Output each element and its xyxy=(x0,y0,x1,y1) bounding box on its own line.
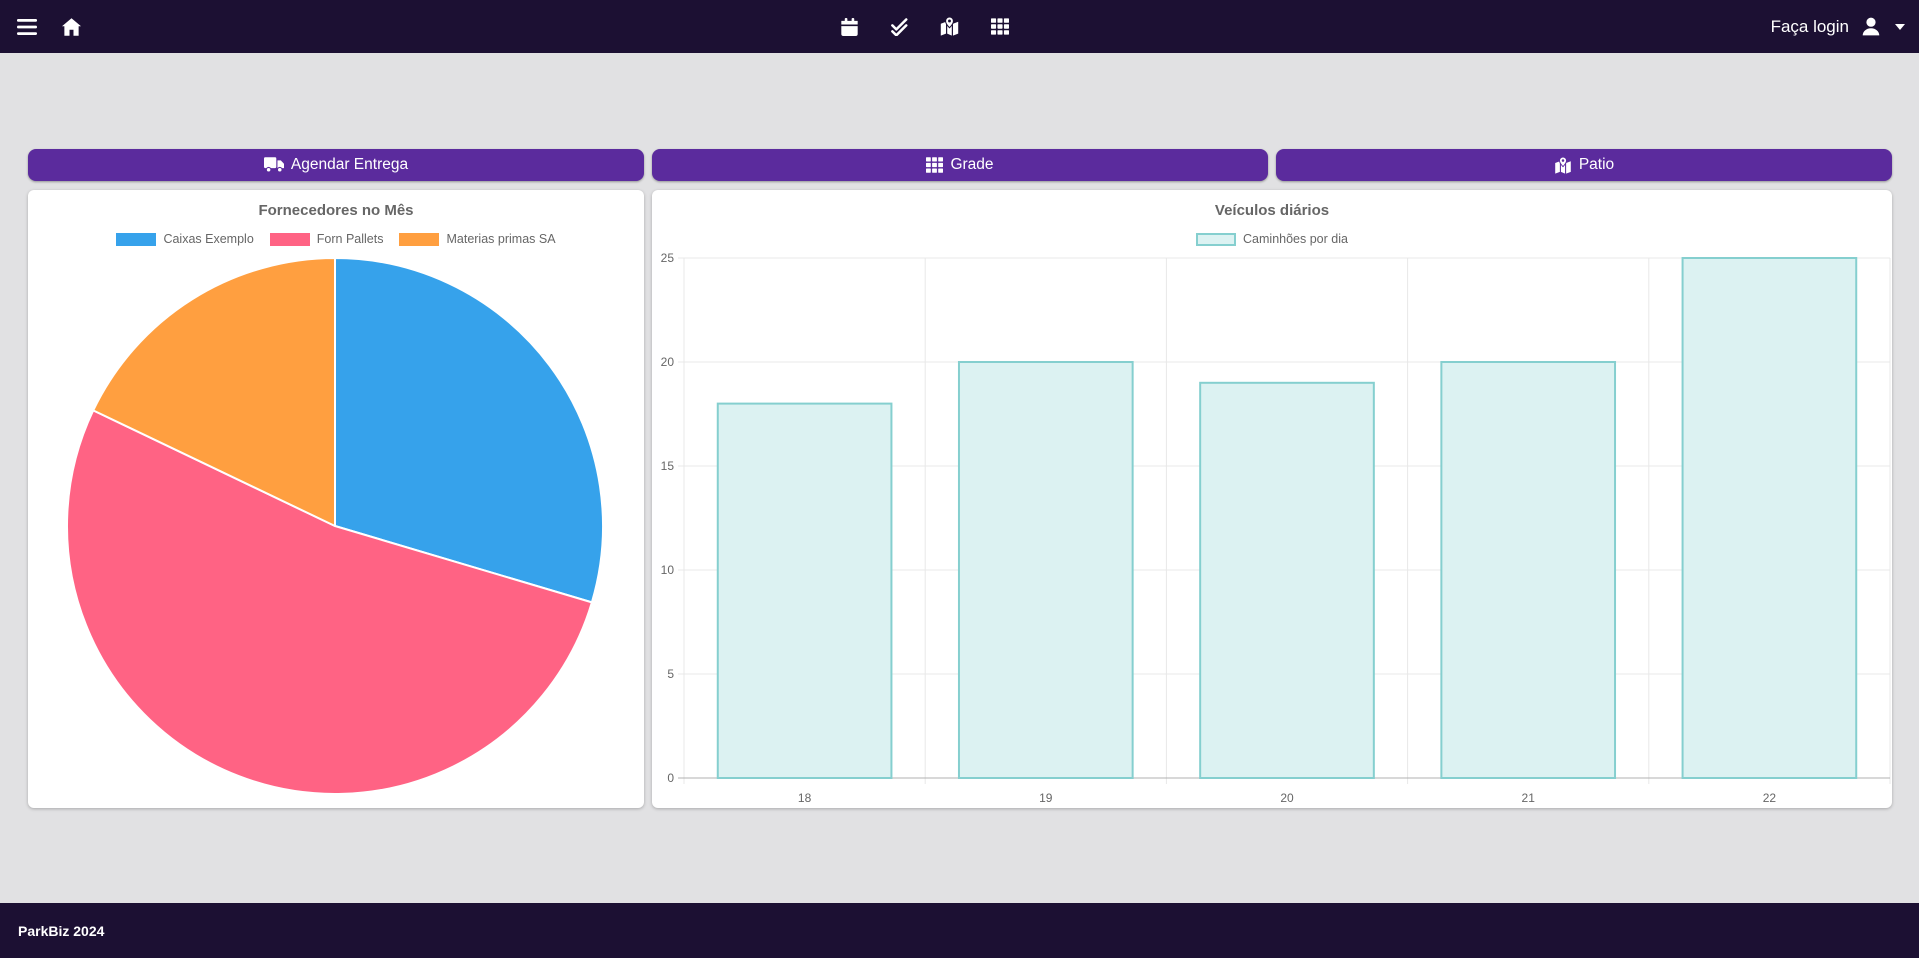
bar-20 xyxy=(1199,381,1375,780)
map-location-icon xyxy=(1554,156,1572,174)
y-tick-label: 15 xyxy=(661,459,675,473)
legend-swatch xyxy=(116,232,157,246)
agendar-entrega-label: Agendar Entrega xyxy=(290,156,409,173)
agendar-entrega-button[interactable]: Agendar Entrega xyxy=(28,149,644,181)
grade-label: Grade xyxy=(950,156,994,173)
bar-chart: 0 5 10 15 20 25 18 19 20 21 22 xyxy=(661,251,1891,805)
bar-21 xyxy=(1440,361,1617,779)
pie-chart-legend: Caixas Exemplo Forn Pallets Materias prima… xyxy=(28,232,644,246)
navbar-center xyxy=(831,7,1019,47)
pie-chart-title: Fornecedores no Mês xyxy=(258,202,414,219)
x-tick-label: 20 xyxy=(1280,791,1294,805)
charts-row: Fornecedores no Mês Caixas Exemplo Forn P… xyxy=(28,190,1892,808)
footer-brand: ParkBiz 2024 xyxy=(18,922,105,939)
user-icon xyxy=(1859,15,1883,39)
y-tick-label: 0 xyxy=(667,771,674,785)
action-button-row: Agendar Entrega Grade xyxy=(28,149,1892,181)
login-label: Faça login xyxy=(1770,16,1849,36)
bar-22 xyxy=(1681,257,1858,779)
main-content: Agendar Entrega Grade xyxy=(0,53,1919,903)
check-double-icon xyxy=(890,17,909,36)
legend-label: Forn Pallets xyxy=(316,232,384,246)
legend-label: Materias primas SA xyxy=(446,232,556,246)
caret-down-icon xyxy=(1895,23,1905,30)
pie-slice-1 xyxy=(66,409,593,795)
map-location-button[interactable] xyxy=(931,7,969,47)
bar-legend-label: Caminhões por dia xyxy=(1243,232,1348,246)
pie-legend-item-1[interactable]: Forn Pallets xyxy=(269,232,384,246)
x-tick-label: 19 xyxy=(1039,791,1053,805)
map-location-icon xyxy=(940,17,959,36)
table-grid-button[interactable] xyxy=(981,7,1019,47)
navbar: Faça login xyxy=(0,0,1919,53)
bar-18 xyxy=(716,402,893,779)
truck-icon xyxy=(263,157,284,173)
y-tick-label: 20 xyxy=(661,355,675,369)
legend-swatch xyxy=(399,232,440,246)
legend-swatch xyxy=(269,232,310,246)
x-tick-label: 21 xyxy=(1522,791,1536,805)
calendar-button[interactable] xyxy=(831,7,869,47)
table-cells-icon xyxy=(926,157,944,173)
bar-chart-title: Veículos diários xyxy=(1214,202,1330,219)
pie-chart xyxy=(66,257,604,795)
pie-chart-card: Fornecedores no Mês Caixas Exemplo Forn P… xyxy=(28,190,644,808)
patio-label: Patio xyxy=(1578,156,1615,173)
y-tick-label: 5 xyxy=(667,667,674,681)
pie-slice-2 xyxy=(92,257,336,527)
y-tick-label: 10 xyxy=(661,563,675,577)
bar-chart-legend: Caminhões por dia xyxy=(652,232,1892,246)
patio-button[interactable]: Patio xyxy=(1276,149,1892,181)
table-grid-icon xyxy=(990,18,1009,35)
footer: ParkBiz 2024 xyxy=(0,903,1919,958)
bar-legend-item[interactable]: Caminhões por dia xyxy=(1196,232,1348,246)
pie-slice-0 xyxy=(334,257,604,604)
navbar-left xyxy=(8,7,90,47)
home-button[interactable] xyxy=(52,7,90,47)
menu-button[interactable] xyxy=(8,7,46,47)
pie-legend-item-0[interactable]: Caixas Exemplo xyxy=(116,232,254,246)
hamburger-icon xyxy=(17,18,37,36)
y-tick-label: 25 xyxy=(661,251,675,265)
home-icon xyxy=(61,17,81,36)
login-menu[interactable]: Faça login xyxy=(1771,15,1905,39)
legend-swatch xyxy=(1196,232,1237,246)
bar-19 xyxy=(957,361,1134,779)
pie-legend-item-2[interactable]: Materias primas SA xyxy=(399,232,556,246)
legend-label: Caixas Exemplo xyxy=(163,232,254,246)
grade-button[interactable]: Grade xyxy=(652,149,1268,181)
x-tick-label: 22 xyxy=(1763,791,1777,805)
bar-chart-card: Veículos diários Caminhões por dia 0 5 10 1… xyxy=(652,190,1892,808)
x-tick-label: 18 xyxy=(798,791,812,805)
calendar-icon xyxy=(841,17,858,36)
check-double-button[interactable] xyxy=(881,7,919,47)
